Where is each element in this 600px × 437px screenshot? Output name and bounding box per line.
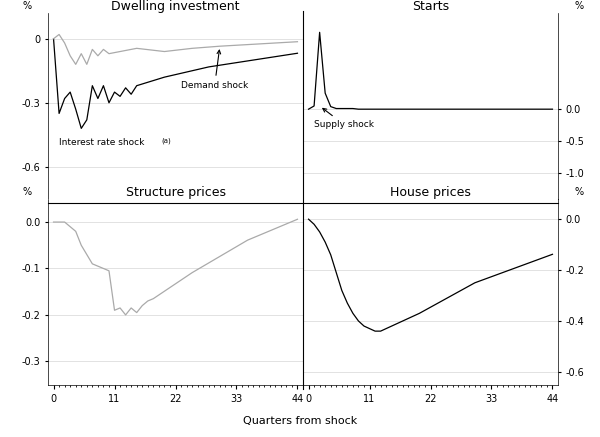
Title: Structure prices: Structure prices: [125, 186, 226, 199]
Text: Quarters from shock: Quarters from shock: [243, 416, 357, 426]
Text: %: %: [574, 187, 583, 197]
Text: (a): (a): [161, 138, 172, 144]
Text: %: %: [23, 187, 32, 197]
Text: %: %: [574, 1, 583, 11]
Text: Demand shock: Demand shock: [181, 50, 248, 90]
Text: Supply shock: Supply shock: [314, 108, 374, 129]
Text: Interest rate shock: Interest rate shock: [59, 139, 145, 147]
Title: Starts: Starts: [412, 0, 449, 13]
Title: House prices: House prices: [390, 186, 471, 199]
Text: %: %: [23, 1, 32, 11]
Title: Dwelling investment: Dwelling investment: [111, 0, 240, 13]
